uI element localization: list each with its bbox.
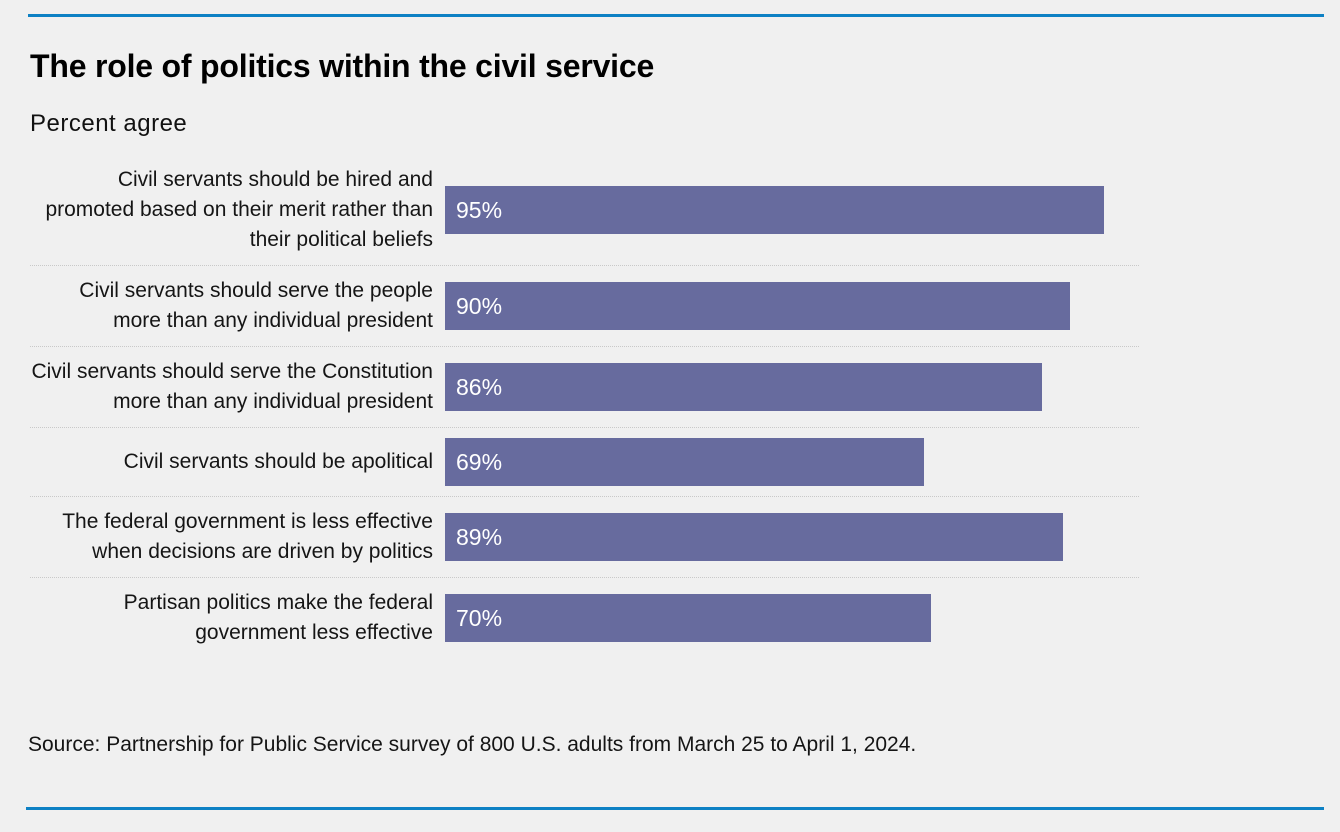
bar-label: Civil servants should be apolitical: [123, 450, 433, 473]
bar-value: 69%: [456, 448, 503, 475]
bar-row: Civil servants should be apolitical 69%: [30, 427, 1139, 496]
bar-label: Civil servants should serve the Constitu…: [31, 360, 433, 413]
bar-row: Civil servants should serve the Constitu…: [30, 346, 1139, 427]
bar-row: Civil servants should be hired and promo…: [30, 155, 1139, 265]
bar-area: 70%: [445, 594, 1139, 642]
bottom-rule: [26, 807, 1324, 810]
bar-label: The federal government is less effective…: [62, 510, 433, 563]
bar-area: 89%: [445, 513, 1139, 561]
bar-chart: Civil servants should be hired and promo…: [30, 155, 1139, 658]
bar-area: 95%: [445, 186, 1139, 234]
bar-label: Civil servants should serve the people m…: [79, 279, 433, 332]
chart-title: The role of politics within the civil se…: [30, 48, 655, 84]
chart-subtitle: Percent agree: [30, 110, 188, 137]
bar: 90%: [445, 282, 1070, 330]
top-rule: [28, 14, 1324, 17]
bar: 95%: [445, 186, 1105, 234]
bar: 69%: [445, 438, 924, 486]
bar-row: Partisan politics make the federal gover…: [30, 577, 1139, 658]
bar-value: 95%: [456, 196, 503, 223]
bar-area: 86%: [445, 363, 1139, 411]
bar-value: 70%: [456, 604, 503, 631]
bar-value: 89%: [456, 523, 503, 550]
source-note: Source: Partnership for Public Service s…: [28, 733, 917, 756]
bar: 89%: [445, 513, 1063, 561]
bar-value: 86%: [456, 373, 503, 400]
bar-row: Civil servants should serve the people m…: [30, 265, 1139, 346]
bar-label: Civil servants should be hired and promo…: [45, 168, 433, 251]
bar-area: 69%: [445, 438, 1139, 486]
bar-value: 90%: [456, 292, 503, 319]
bar: 86%: [445, 363, 1042, 411]
bar-label: Partisan politics make the federal gover…: [123, 591, 433, 644]
bar: 70%: [445, 594, 931, 642]
bar-row: The federal government is less effective…: [30, 496, 1139, 577]
bar-area: 90%: [445, 282, 1139, 330]
